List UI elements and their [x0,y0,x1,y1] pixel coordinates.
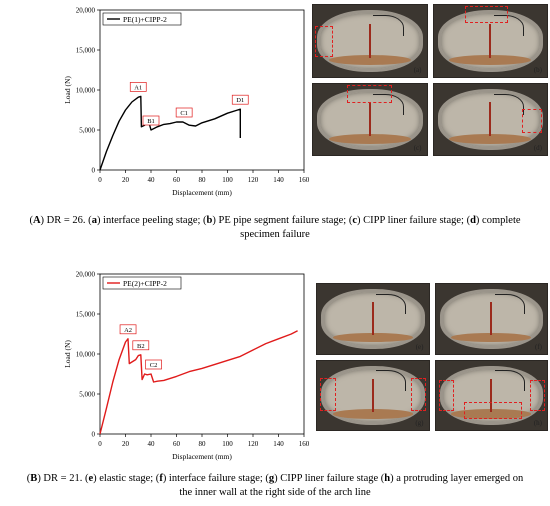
annotation-label: C1 [180,110,188,117]
x-tick-label: 20 [122,440,130,448]
annotation-label: D1 [236,97,244,104]
y-tick-label: 5,000 [79,127,95,135]
legend-label: PE(1)+CIPP-2 [123,15,167,24]
photo-grid-a: (a) (b) (c) (d) [312,4,548,156]
y-tick-label: 10,000 [76,87,96,95]
x-tick-label: 160 [299,440,310,448]
failure-highlight-box [522,109,543,133]
legend: PE(1)+CIPP-2 [102,12,182,26]
x-axis-label: Displacement (mm) [172,188,232,197]
photo-label: (b) [533,65,542,74]
y-tick-label: 20,000 [76,271,96,279]
failure-highlight-box [465,6,509,23]
specimen-photo-b: (b) [432,4,548,78]
x-tick-label: 120 [248,440,259,448]
photo-label: (g) [415,419,424,427]
specimen-photo-f: (f) [434,283,548,355]
figure-caption-a: (A) DR = 26. (a) interface peeling stage… [29,215,521,240]
y-axis-label: Load (N) [63,76,72,104]
legend-label: PE(2)+CIPP-2 [123,279,167,288]
annotation-label: C2 [150,362,158,369]
x-tick-label: 140 [273,440,284,448]
legend: PE(2)+CIPP-2 [102,276,182,290]
x-tick-label: 80 [199,440,207,448]
x-tick-label: 40 [148,440,156,448]
load-displacement-chart-a: 0 20 40 60 80 100 120 140 160 0 5,000 10,000 15,000 2… [63,7,310,198]
specimen-photo-e: (e) [316,283,430,355]
annotation-box [132,340,150,351]
y-tick-label: 10,000 [76,351,96,359]
x-tick-label: 0 [98,176,102,184]
plot-frame [99,273,305,435]
legend-box [102,12,182,26]
failure-highlight-box [315,26,334,58]
x-tick-label: 160 [299,176,310,184]
x-axis-label: Displacement (mm) [172,452,232,461]
annotation-box [119,324,137,335]
y-tick-label: 5,000 [79,391,95,399]
x-tick-label: 140 [273,176,284,184]
annotation-box [145,359,162,370]
specimen-photo-g: (g) [316,359,430,431]
annotation-label: B1 [147,118,155,125]
photo-label: (d) [533,144,542,152]
y-axis-label: Load (N) [63,340,72,368]
photo-label: (h) [533,419,542,427]
x-tick-label: 60 [173,176,181,184]
failure-highlight-box [464,402,523,420]
x-tick-label: 20 [122,176,130,184]
photo-label: (c) [413,144,422,152]
x-tick-label: 60 [173,440,181,448]
figure-caption-b: (B) DR = 21. (e) elastic stage; (f) inte… [26,473,524,498]
specimen-photo-h: (h) [434,359,548,431]
annotation-label: B2 [137,343,145,350]
annotation-box [129,82,147,92]
annotation-box [142,115,160,126]
y-tick-label: 15,000 [76,311,96,319]
specimen-photo-d: (d) [432,82,548,156]
x-tick-label: 80 [199,176,207,184]
failure-highlight-box [320,377,336,412]
photo-label: (e) [415,342,424,351]
photo-label: (f) [535,342,542,351]
y-tick-label: 0 [92,431,96,439]
failure-highlight-box [410,377,427,412]
x-tick-label: 40 [148,176,156,184]
failure-highlight-box [530,379,545,412]
specimen-photo-c: (c) [312,82,428,156]
failure-highlight-box [438,379,455,412]
annotation-box [231,94,249,105]
annotation-label: A1 [134,84,142,91]
legend-box [102,276,182,290]
specimen-photo-a: (a) [312,4,428,78]
x-tick-label: 100 [222,440,233,448]
x-tick-label: 0 [98,440,102,448]
annotation-label: A2 [124,327,132,334]
x-tick-label: 120 [248,176,259,184]
series-line [99,95,242,171]
y-tick-label: 15,000 [76,47,96,55]
photo-grid-b: (e) (f) (g) (h) [316,283,548,431]
annotation-box [175,107,193,118]
y-tick-label: 20,000 [76,7,96,15]
x-tick-label: 100 [222,176,233,184]
load-displacement-chart-b: 0 20 40 60 80 100 120 140 160 0 5,000 10,000 15,000 2… [63,271,310,462]
series-line [99,330,298,435]
failure-highlight-box [347,84,393,103]
photo-label: (a) [413,65,422,74]
y-tick-label: 0 [92,167,96,175]
